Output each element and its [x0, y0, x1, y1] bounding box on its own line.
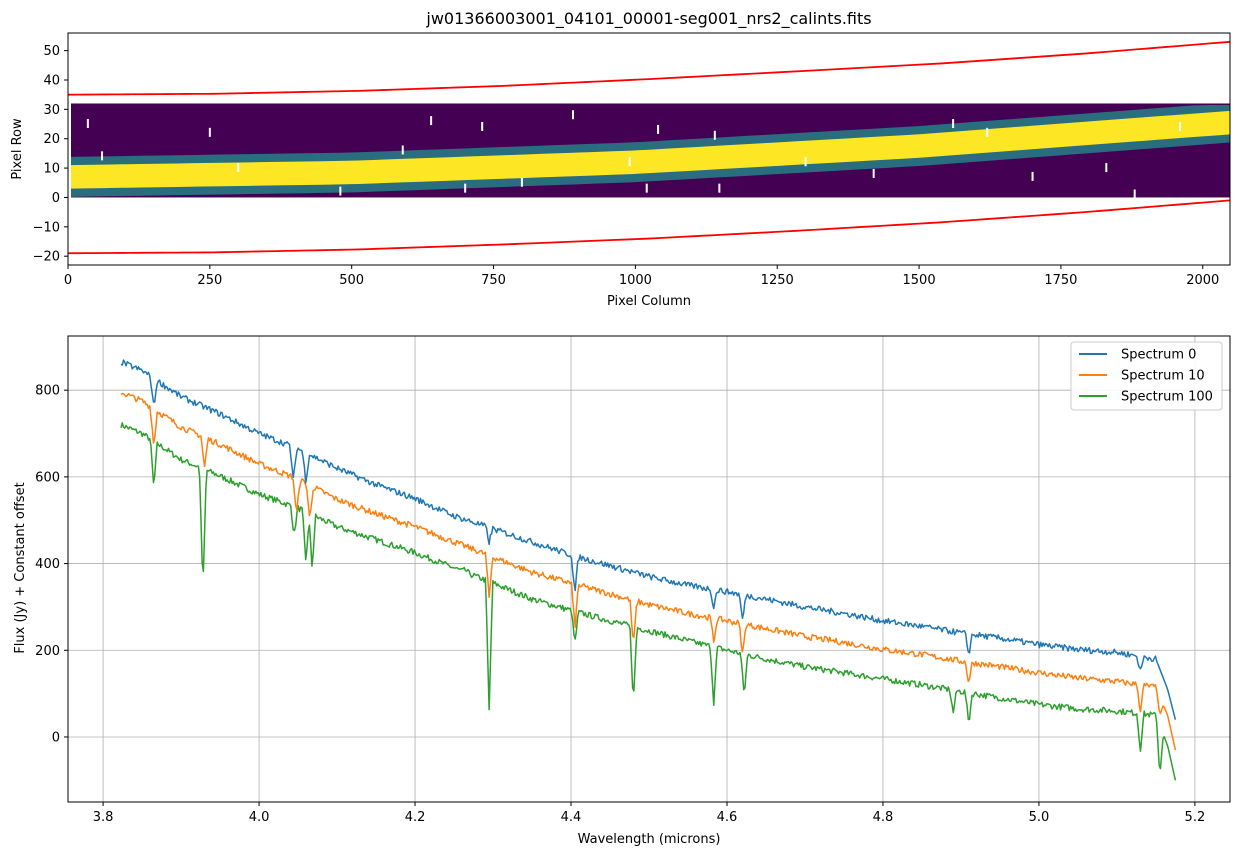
legend: Spectrum 0 Spectrum 10 Spectrum 100 [1070, 341, 1223, 411]
spectrum-panel: 3.8 4.0 4.2 4.4 4.6 4.8 5.0 5.2 0 200 400 600 800 W… [13, 335, 1231, 847]
spectrum-x-axis-label: Wavelength (microns) [578, 832, 721, 847]
image-x-tick-label: 0 [64, 273, 72, 288]
spectrum-x-tick-label: 4.6 [717, 810, 738, 825]
cosmic-ray-hit [804, 157, 807, 167]
cosmic-ray-hit [1133, 189, 1136, 199]
image-y-tick-label: 40 [43, 73, 60, 88]
spectrum-y-tick-label: 800 [35, 384, 60, 399]
cosmic-ray-hit [208, 127, 211, 137]
cosmic-ray-hit [628, 157, 631, 167]
spectrum-x-ticks: 3.8 4.0 4.2 4.4 4.6 4.8 5.0 5.2 [93, 802, 1205, 825]
spectral-trace [71, 110, 1230, 189]
cosmic-ray-hit [520, 177, 523, 187]
series-line-spectrum-0 [120, 359, 1177, 720]
cosmic-ray-hit [481, 121, 484, 131]
cosmic-ray-hit [1105, 163, 1108, 173]
cosmic-ray-hit [464, 183, 467, 193]
spectrum-x-tick-label: 4.0 [249, 810, 270, 825]
image-x-tick-label: 750 [481, 273, 506, 288]
image-axes-frame [67, 32, 1231, 266]
spectrum-y-ticks: 0 200 400 600 800 [35, 384, 68, 745]
cosmic-ray-hit [952, 119, 955, 129]
cosmic-ray-hit [1179, 121, 1182, 131]
spectrum-y-tick-label: 600 [35, 470, 60, 485]
image-x-tick-label: 1250 [761, 273, 794, 288]
image-x-tick-label: 1000 [619, 273, 652, 288]
image-x-tick-label: 500 [339, 273, 364, 288]
image-y-ticks: −20 −10 0 10 20 30 40 50 [33, 44, 68, 265]
image-x-tick-label: 1500 [903, 273, 936, 288]
image-x-axis-label: Pixel Column [607, 294, 691, 309]
image-y-tick-label: −10 [33, 220, 60, 235]
spectrum-axes-frame [67, 335, 1231, 803]
cosmic-ray-hit [101, 151, 104, 161]
spectrum-plot-area [120, 359, 1177, 781]
spectrum-x-tick-label: 5.0 [1029, 810, 1050, 825]
image-panel: jw01366003001_04101_00001-seg001_nrs2_ca… [10, 9, 1231, 309]
cosmic-ray-hit [430, 116, 433, 126]
cosmic-ray-hit [718, 183, 721, 193]
cosmic-ray-hit [571, 110, 574, 120]
spectrum-y-tick-label: 400 [35, 557, 60, 572]
spectrum-y-tick-label: 0 [52, 730, 60, 745]
legend-label: Spectrum 10 [1121, 369, 1205, 384]
spectrum-y-axis-label: Flux (Jy) + Constant offset [13, 482, 28, 653]
spectrum-x-tick-label: 5.2 [1185, 810, 1206, 825]
cosmic-ray-hit [657, 124, 660, 134]
cosmic-ray-hit [339, 186, 342, 196]
image-y-tick-label: 30 [43, 103, 60, 118]
cosmic-ray-hit [872, 168, 875, 178]
image-panel-title: jw01366003001_04101_00001-seg001_nrs2_ca… [425, 9, 871, 29]
upper-bound-curve [67, 40, 1231, 96]
spectrum-grid [68, 336, 1230, 802]
image-y-axis-label: Pixel Row [10, 118, 25, 180]
spectrum-y-tick-label: 200 [35, 644, 60, 659]
legend-box [1070, 341, 1223, 411]
spectrum-x-tick-label: 4.2 [405, 810, 426, 825]
cosmic-ray-hit [237, 163, 240, 173]
image-x-tick-label: 250 [197, 273, 222, 288]
series-line-spectrum-100 [120, 422, 1177, 781]
cosmic-ray-hit [1031, 171, 1034, 181]
series-line-spectrum-10 [120, 392, 1177, 751]
cosmic-ray-hit [401, 145, 404, 155]
image-y-tick-label: 20 [43, 132, 60, 147]
image-x-ticks: 0 250 500 750 1000 1250 1500 1750 2000 [64, 265, 1219, 288]
image-y-tick-label: 0 [52, 191, 60, 206]
cosmic-ray-hit [86, 119, 89, 129]
spectrum-x-tick-label: 3.8 [93, 810, 114, 825]
lower-bound-curve [67, 199, 1231, 255]
image-plot-area [67, 40, 1231, 255]
legend-label: Spectrum 0 [1121, 348, 1196, 363]
legend-label: Spectrum 100 [1121, 390, 1213, 405]
cosmic-ray-hit [645, 183, 648, 193]
cosmic-ray-hit [713, 130, 716, 140]
image-x-tick-label: 1750 [1044, 273, 1077, 288]
legend-items: Spectrum 0 Spectrum 10 Spectrum 100 [1079, 348, 1213, 405]
image-y-tick-label: 10 [43, 162, 60, 177]
spectrum-x-tick-label: 4.8 [873, 810, 894, 825]
spectrum-x-tick-label: 4.4 [561, 810, 582, 825]
cosmic-ray-hit [986, 127, 989, 137]
image-y-tick-label: −20 [33, 250, 60, 265]
image-x-tick-label: 2000 [1186, 273, 1219, 288]
image-y-tick-label: 50 [43, 44, 60, 59]
